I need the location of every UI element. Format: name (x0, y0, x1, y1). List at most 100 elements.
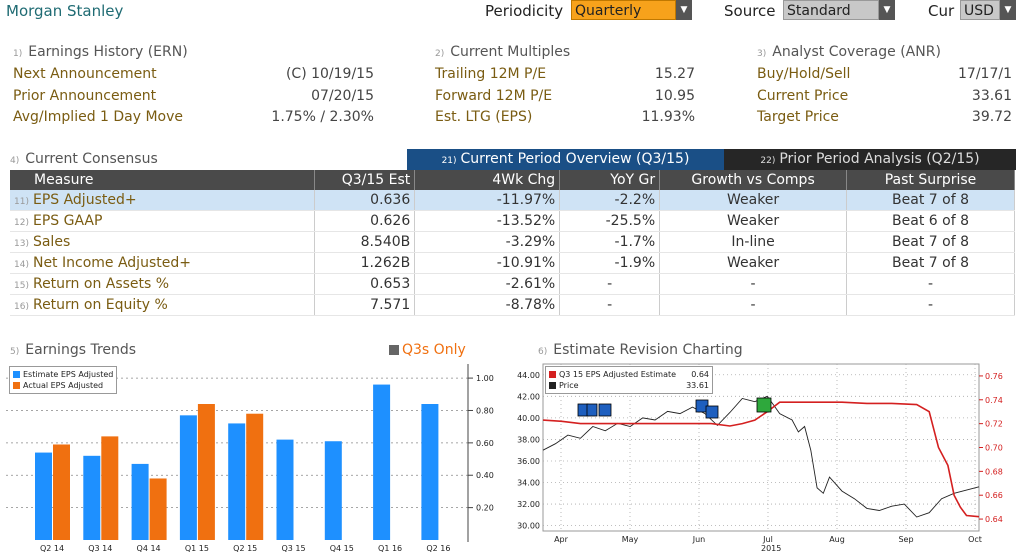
estimate-bar[interactable] (276, 439, 294, 540)
earnings-event-marker[interactable] (577, 403, 589, 417)
earnings-event-marker[interactable] (705, 405, 719, 419)
price-line[interactable] (542, 395, 980, 518)
table-header-row: Measure Q3/15 Est 4Wk Chg YoY Gr Growth … (10, 170, 1015, 190)
chevron-down-icon[interactable]: ▼ (676, 0, 692, 20)
earnings-event-marker[interactable] (598, 403, 612, 417)
chevron-down-icon[interactable]: ▼ (879, 0, 895, 20)
earnings-trends-chart: Q2 14 Q3 14 Q4 14 Q1 15 Q2 15 Q3 15 Q4 15 Q1 16… (6, 360, 494, 553)
forward-pe-value: 10.95 (654, 88, 695, 104)
est-cell: 0.626 (314, 210, 416, 232)
table-row[interactable]: 16) Return on Equity % 7.571 -8.78% - - - (10, 294, 1015, 316)
column-header-est[interactable]: Q3/15 Est (314, 170, 416, 190)
x-tick-label: Jun (692, 535, 706, 544)
forward-pe-label: Forward 12M P/E (435, 88, 553, 104)
surprise-cell: - (846, 273, 1015, 295)
x-tick-label: May (622, 535, 639, 544)
earnings-history-title[interactable]: 1) Earnings History (ERN) (13, 44, 188, 60)
x-tick-label: Jul (762, 535, 773, 544)
surprise-cell: Beat 6 of 8 (846, 210, 1015, 232)
measure-cell: 12) EPS GAAP (10, 210, 316, 232)
x-tick-label: Q2 15 (233, 544, 257, 553)
estimate-bar[interactable] (228, 423, 246, 540)
yoy-cell: -25.5% (559, 210, 661, 232)
x-tick-label: Q1 16 (378, 544, 402, 553)
legend-swatch (549, 371, 556, 378)
estimate-bar[interactable] (179, 415, 197, 540)
consensus-table: Measure Q3/15 Est 4Wk Chg YoY Gr Growth … (10, 170, 1015, 316)
growth-cell: - (659, 273, 848, 295)
est-cell: 0.653 (314, 273, 416, 295)
estimate-bar[interactable] (421, 404, 439, 540)
currency-label: Cur (928, 2, 955, 20)
column-header-4wk-chg[interactable]: 4Wk Chg (414, 170, 561, 190)
earnings-event-marker[interactable] (756, 397, 772, 413)
x-tick-label: Q3 14 (88, 544, 112, 553)
estimate-revision-title[interactable]: 6) Estimate Revision Charting (538, 342, 743, 358)
prior-announcement-label: Prior Announcement (13, 88, 157, 104)
estimate-line[interactable] (542, 401, 980, 518)
year-label: 2015 (761, 544, 781, 553)
source-label: Source (724, 2, 776, 20)
tab-prior-period[interactable]: 22) Prior Period Analysis (Q2/15) (724, 149, 1016, 170)
tab-current-period[interactable]: 21) Current Period Overview (Q3/15) (407, 149, 724, 170)
table-row[interactable]: 15) Return on Assets % 0.653 -2.61% - - - (10, 273, 1015, 295)
legend-swatch (549, 382, 556, 389)
chevron-down-icon[interactable]: ▼ (1000, 0, 1016, 20)
actual-bar[interactable] (53, 444, 70, 540)
table-row[interactable]: 13) Sales 8.540B -3.29% -1.7% In-line Bea… (10, 231, 1015, 253)
estimate-bar[interactable] (373, 384, 391, 540)
actual-bar[interactable] (246, 413, 264, 540)
source-select[interactable]: Standard (783, 0, 879, 20)
growth-cell: In-line (659, 231, 848, 253)
x-tick-label: Sep (898, 535, 913, 544)
yoy-cell: - (559, 273, 661, 295)
actual-bar[interactable] (101, 436, 119, 540)
company-name: Morgan Stanley (6, 2, 124, 20)
y-tick-label: 0.40 (476, 471, 494, 480)
x-tick-label: Q4 15 (330, 544, 354, 553)
x-tick-label: Q3 15 (281, 544, 305, 553)
yoy-cell: - (559, 294, 661, 316)
left-tick-label: 40.00 (517, 414, 540, 423)
legend-item-actual: Actual EPS Adjusted (13, 380, 113, 391)
estimate-bar[interactable] (324, 441, 342, 540)
consensus-title: 4) Current Consensus (10, 151, 158, 167)
left-tick-label: 36.00 (517, 457, 540, 466)
right-tick-label: 0.66 (985, 491, 1003, 500)
analyst-coverage-title[interactable]: 3) Analyst Coverage (ANR) (757, 44, 941, 60)
periodicity-select[interactable]: Quarterly (571, 0, 676, 20)
chg-cell: -13.52% (414, 210, 561, 232)
x-tick-label: Aug (829, 535, 845, 544)
right-tick-label: 0.76 (985, 372, 1003, 381)
column-header-growth[interactable]: Growth vs Comps (659, 170, 848, 190)
table-row[interactable]: 14) Net Income Adjusted+ 1.262B -10.91% -… (10, 252, 1015, 274)
growth-cell: - (659, 294, 848, 316)
table-row[interactable]: 12) EPS GAAP 0.626 -13.52% -25.5% Weaker … (10, 210, 1015, 232)
measure-cell: 14) Net Income Adjusted+ (10, 252, 316, 274)
estimate-bar[interactable] (131, 463, 149, 540)
surprise-cell: Beat 7 of 8 (846, 190, 1015, 211)
earnings-trends-title[interactable]: 5) Earnings Trends (10, 342, 137, 358)
column-header-surprise[interactable]: Past Surprise (846, 170, 1015, 190)
actual-bar[interactable] (149, 478, 167, 540)
next-announcement-value: (C) 10/19/15 (285, 66, 374, 82)
left-tick-label: 38.00 (517, 435, 540, 444)
table-row[interactable]: 11) EPS Adjusted+ 0.636 -11.97% -2.2% Wea… (10, 190, 1015, 211)
column-header-measure[interactable]: Measure (10, 170, 316, 190)
current-multiples-title[interactable]: 2) Current Multiples (435, 44, 571, 60)
checkbox-icon[interactable] (389, 345, 399, 355)
estimate-bar[interactable] (35, 452, 52, 540)
yoy-cell: -1.9% (559, 252, 661, 274)
estimate-bar[interactable] (83, 455, 101, 540)
avg-move-label: Avg/Implied 1 Day Move (13, 109, 184, 125)
measure-cell: 16) Return on Equity % (10, 294, 316, 316)
chg-cell: -8.78% (414, 294, 561, 316)
legend-swatch (13, 371, 20, 378)
currency-select[interactable]: USD (960, 0, 1000, 20)
actual-bar[interactable] (197, 404, 215, 540)
column-header-yoy[interactable]: YoY Gr (559, 170, 661, 190)
left-tick-label: 32.00 (517, 500, 540, 509)
earnings-event-marker[interactable] (586, 403, 598, 417)
q3s-only-toggle[interactable]: Q3s Only (389, 342, 466, 358)
x-tick-label: Apr (554, 535, 569, 544)
